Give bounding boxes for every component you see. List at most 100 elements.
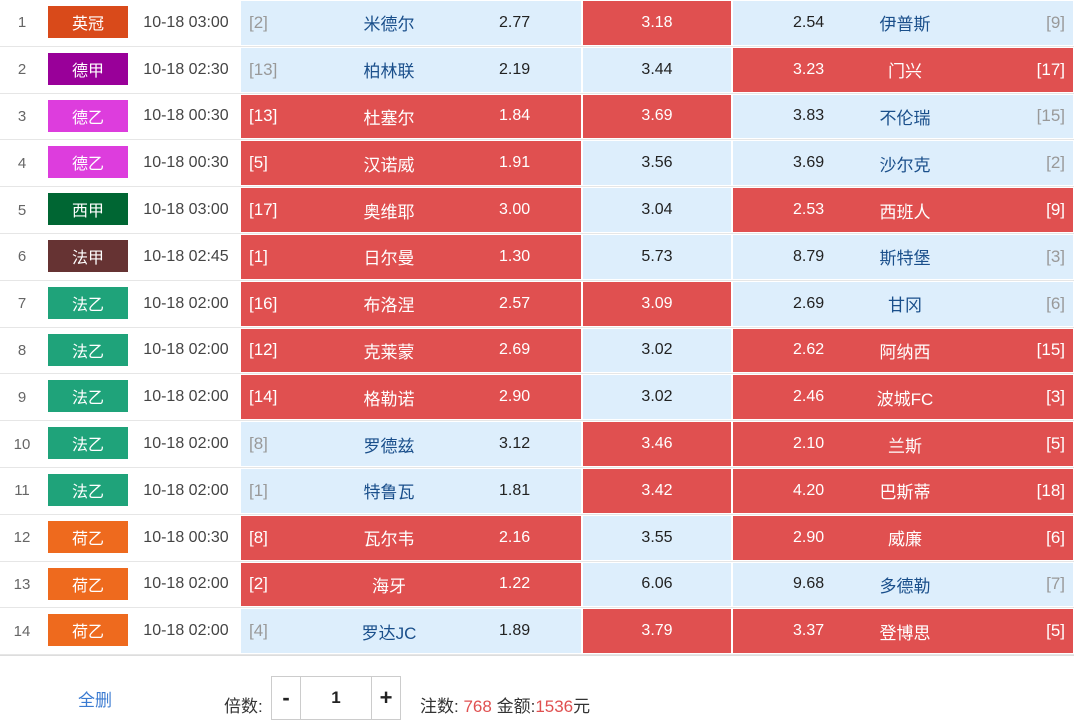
away-odds: 2.53 bbox=[793, 201, 825, 219]
away-win-option[interactable]: 2.10 兰斯 [5] bbox=[732, 421, 1074, 467]
match-time: 10-18 03:00 bbox=[143, 201, 229, 219]
away-win-option[interactable]: 3.23 门兴 [17] bbox=[732, 46, 1074, 93]
home-win-option[interactable]: [4] 罗达JC 1.89 bbox=[240, 608, 582, 655]
bets-count: 768 bbox=[463, 697, 492, 716]
match-time: 10-18 02:00 bbox=[143, 341, 229, 359]
away-win-option[interactable]: 2.54 伊普斯 [9] bbox=[732, 0, 1074, 46]
home-win-option[interactable]: [13] 柏林联 2.19 bbox=[240, 46, 582, 93]
draw-option[interactable]: 3.56 bbox=[582, 140, 732, 187]
match-row: 12 荷乙 10-18 00:30 [8] 瓦尔韦 2.16 3.55 2.90 威廉 [6] bbox=[0, 514, 1074, 562]
home-win-option[interactable]: [1] 特鲁瓦 1.81 bbox=[240, 467, 582, 514]
away-rank: [3] bbox=[1046, 387, 1065, 407]
match-row: 14 荷乙 10-18 02:00 [4] 罗达JC 1.89 3.79 3.37 登博思 [5] bbox=[0, 608, 1074, 656]
bet-footer: 全删 倍数: - 1 + 注数: 768 金额:1536元 bbox=[0, 655, 1074, 722]
draw-option[interactable]: 3.09 bbox=[582, 280, 732, 327]
match-time: 10-18 00:30 bbox=[143, 154, 229, 172]
away-win-option[interactable]: 3.37 登博思 [5] bbox=[732, 608, 1074, 655]
away-win-option[interactable]: 9.68 多德勒 [7] bbox=[732, 561, 1074, 608]
away-rank: [6] bbox=[1046, 293, 1065, 313]
draw-odds: 3.46 bbox=[641, 435, 673, 453]
draw-odds: 6.06 bbox=[641, 575, 673, 593]
match-row: 2 德甲 10-18 02:30 [13] 柏林联 2.19 3.44 3.23 门兴 [17] bbox=[0, 46, 1074, 94]
home-odds: 3.12 bbox=[499, 435, 531, 453]
home-rank: [16] bbox=[249, 293, 278, 313]
home-win-option[interactable]: [12] 克莱蒙 2.69 bbox=[240, 327, 582, 374]
bets-label: 注数: bbox=[420, 697, 459, 716]
draw-odds: 5.73 bbox=[641, 247, 673, 265]
draw-option[interactable]: 3.55 bbox=[582, 514, 732, 561]
home-win-option[interactable]: [14] 格勒诺 2.90 bbox=[240, 374, 582, 421]
home-win-option[interactable]: [17] 奥维耶 3.00 bbox=[240, 187, 582, 233]
match-number: 9 bbox=[17, 388, 27, 406]
match-number: 4 bbox=[17, 154, 27, 172]
match-number: 8 bbox=[17, 341, 27, 359]
league-badge: 德乙 bbox=[48, 146, 128, 179]
match-list: 1 英冠 10-18 03:00 [2] 米德尔 2.77 3.18 2.54 伊普斯 [9] 2 德… bbox=[0, 0, 1074, 656]
away-rank: [17] bbox=[1036, 59, 1065, 79]
away-win-option[interactable]: 2.46 波城FC [3] bbox=[732, 374, 1074, 421]
home-win-option[interactable]: [2] 海牙 1.22 bbox=[240, 561, 582, 608]
decrease-multiplier-button[interactable]: - bbox=[282, 685, 290, 710]
draw-odds: 3.56 bbox=[641, 154, 673, 172]
home-rank: [8] bbox=[249, 434, 268, 454]
draw-option[interactable]: 3.46 bbox=[582, 421, 732, 467]
draw-option[interactable]: 3.04 bbox=[582, 187, 732, 233]
match-time: 10-18 02:00 bbox=[143, 481, 229, 499]
home-win-option[interactable]: [1] 日尔曼 1.30 bbox=[240, 233, 582, 280]
home-win-option[interactable]: [2] 米德尔 2.77 bbox=[240, 0, 582, 46]
away-win-option[interactable]: 4.20 巴斯蒂 [18] bbox=[732, 467, 1074, 514]
match-number: 13 bbox=[13, 575, 31, 593]
home-odds: 1.91 bbox=[499, 154, 531, 172]
match-time: 10-18 02:00 bbox=[143, 294, 229, 312]
home-rank: [12] bbox=[249, 340, 278, 360]
draw-option[interactable]: 3.02 bbox=[582, 327, 732, 374]
home-win-option[interactable]: [8] 罗德兹 3.12 bbox=[240, 421, 582, 467]
match-number: 5 bbox=[17, 201, 27, 219]
home-odds: 2.57 bbox=[499, 294, 531, 312]
away-win-option[interactable]: 2.69 甘冈 [6] bbox=[732, 280, 1074, 327]
match-time: 10-18 02:30 bbox=[143, 60, 229, 78]
draw-option[interactable]: 3.44 bbox=[582, 46, 732, 93]
match-number: 6 bbox=[17, 248, 27, 266]
draw-option[interactable]: 3.69 bbox=[582, 93, 732, 140]
league-badge: 法甲 bbox=[48, 239, 128, 272]
match-number: 14 bbox=[13, 622, 31, 640]
match-number: 3 bbox=[17, 107, 27, 125]
away-win-option[interactable]: 2.90 威廉 [6] bbox=[732, 514, 1074, 561]
draw-option[interactable]: 5.73 bbox=[582, 233, 732, 280]
away-odds: 9.68 bbox=[793, 575, 825, 593]
multiplier-input[interactable]: 1 bbox=[300, 677, 372, 719]
match-time: 10-18 00:30 bbox=[143, 107, 229, 125]
draw-odds: 3.02 bbox=[641, 341, 673, 359]
away-rank: [9] bbox=[1046, 200, 1065, 220]
home-win-option[interactable]: [8] 瓦尔韦 2.16 bbox=[240, 514, 582, 561]
draw-option[interactable]: 6.06 bbox=[582, 561, 732, 608]
away-win-option[interactable]: 2.62 阿纳西 [15] bbox=[732, 327, 1074, 374]
away-win-option[interactable]: 2.53 西班人 [9] bbox=[732, 187, 1074, 233]
increase-multiplier-button[interactable]: + bbox=[379, 685, 393, 710]
away-win-option[interactable]: 3.69 沙尔克 [2] bbox=[732, 140, 1074, 187]
home-win-option[interactable]: [13] 杜塞尔 1.84 bbox=[240, 93, 582, 140]
away-rank: [3] bbox=[1046, 246, 1065, 266]
draw-option[interactable]: 3.02 bbox=[582, 374, 732, 421]
league-badge: 荷乙 bbox=[48, 567, 128, 600]
currency-label: 元 bbox=[573, 697, 591, 716]
home-win-option[interactable]: [16] 布洛涅 2.57 bbox=[240, 280, 582, 327]
home-odds: 1.30 bbox=[499, 247, 531, 265]
draw-option[interactable]: 3.18 bbox=[582, 0, 732, 46]
draw-odds: 3.04 bbox=[641, 201, 673, 219]
draw-odds: 3.09 bbox=[641, 294, 673, 312]
away-rank: [15] bbox=[1036, 340, 1065, 360]
match-number: 11 bbox=[14, 482, 30, 500]
match-row: 9 法乙 10-18 02:00 [14] 格勒诺 2.90 3.02 2.46 波城FC [3] bbox=[0, 374, 1074, 422]
clear-all-button[interactable]: 全删 bbox=[78, 691, 112, 710]
match-time: 10-18 02:00 bbox=[143, 622, 229, 640]
match-row: 1 英冠 10-18 03:00 [2] 米德尔 2.77 3.18 2.54 伊普斯 [9] bbox=[0, 0, 1074, 47]
home-win-option[interactable]: [5] 汉诺威 1.91 bbox=[240, 140, 582, 187]
home-rank: [1] bbox=[249, 480, 268, 500]
away-win-option[interactable]: 8.79 斯特堡 [3] bbox=[732, 233, 1074, 280]
draw-option[interactable]: 3.42 bbox=[582, 467, 732, 514]
league-badge: 德甲 bbox=[48, 52, 128, 85]
away-win-option[interactable]: 3.83 不伦瑞 [15] bbox=[732, 93, 1074, 140]
draw-option[interactable]: 3.79 bbox=[582, 608, 732, 655]
